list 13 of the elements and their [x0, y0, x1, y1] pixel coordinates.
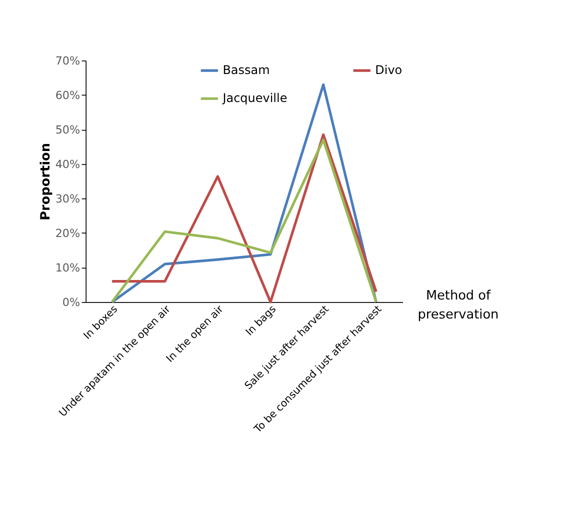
x-axis-title: Method of preservation: [418, 288, 499, 322]
y-tick-label: 40%: [55, 158, 80, 171]
y-tick-label: 10%: [55, 261, 80, 274]
y-tick-label: 0%: [62, 296, 80, 309]
y-tick-label: 50%: [55, 123, 80, 136]
legend-label: Divo: [375, 62, 402, 77]
y-tick-label: 30%: [55, 192, 80, 206]
y-tick-label: 60%: [55, 88, 80, 102]
y-tick-label: 70%: [55, 54, 80, 68]
legend-label: Jacqueville: [222, 91, 288, 106]
legend-label: Bassam: [222, 62, 270, 77]
y-tick-label: 20%: [55, 226, 80, 240]
y-axis-title: Proportion: [38, 143, 54, 220]
